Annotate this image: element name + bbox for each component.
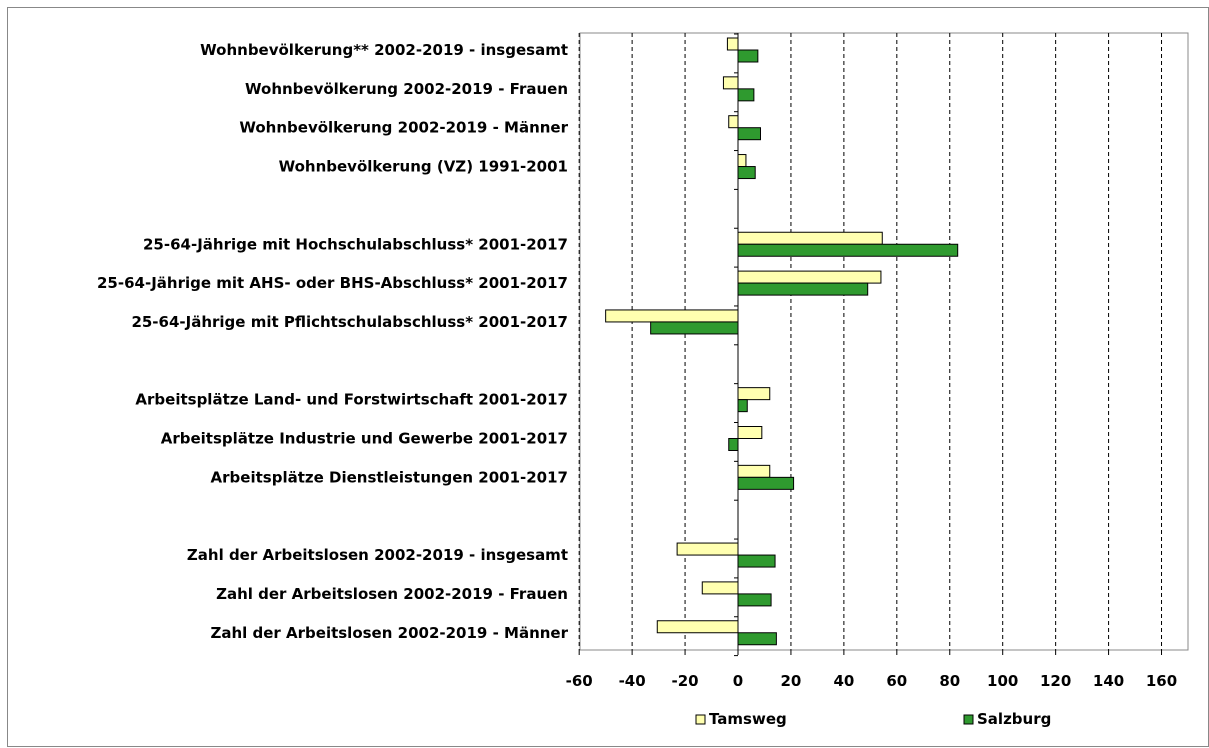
bar-tamsweg [737,231,883,245]
category-label: 25-64-Jährige mit AHS- oder BHS-Abschlus… [97,274,568,292]
category-label: 25-64-Jährige mit Hochschulabschluss* 20… [143,235,568,253]
category-label: Arbeitsplätze Dienstleistungen 2001-2017 [211,468,568,486]
bar-tamsweg [701,581,739,595]
x-tick-label: -60 [566,672,593,690]
legend-swatch-tamsweg [695,714,706,725]
axes [578,33,1163,657]
bar-salzburg [737,632,777,646]
bar-salzburg [737,593,772,607]
x-tick-label: 40 [833,672,854,690]
x-tick-label: 20 [781,672,802,690]
legend: Tamsweg Salzburg [695,710,1051,728]
bar-salzburg [737,243,959,257]
bar-tamsweg [737,270,882,284]
bar-tamsweg [726,37,739,51]
bar-tamsweg [656,620,739,634]
category-label: Zahl der Arbeitslosen 2002-2019 - Männer [210,624,568,642]
x-tick-label: 160 [1146,672,1177,690]
category-label: Zahl der Arbeitslosen 2002-2019 - insges… [187,546,568,564]
bar-tamsweg [737,154,747,168]
category-label: Wohnbevölkerung 2002-2019 - Männer [239,119,568,137]
category-label: Zahl der Arbeitslosen 2002-2019 - Frauen [216,585,568,603]
category-label: Wohnbevölkerung (VZ) 1991-2001 [279,158,568,176]
x-tick-label: 80 [939,672,960,690]
legend-label-tamsweg: Tamsweg [709,710,787,728]
bar-salzburg [737,554,776,568]
bar-salzburg [737,49,759,63]
bar-salzburg [650,321,739,335]
category-label: Arbeitsplätze Industrie und Gewerbe 2001… [161,430,568,448]
category-label: Wohnbevölkerung 2002-2019 - Frauen [245,80,568,98]
bar-salzburg [737,127,761,141]
x-tick-label: -20 [672,672,699,690]
category-label: Arbeitsplätze Land- und Forstwirtschaft … [135,391,568,409]
bar-tamsweg [728,115,739,129]
chart-frame: Wohnbevölkerung** 2002-2019 - insgesamt W… [7,7,1209,747]
bar-tamsweg [737,387,771,401]
bar-chart: Wohnbevölkerung** 2002-2019 - insgesamt W… [97,32,1189,728]
x-tick-label: 60 [886,672,907,690]
tick-labels: -60 -40 -20 0 20 40 60 80 100 120 140 160 [566,672,1178,690]
bar-salzburg [737,399,748,413]
bar-salzburg [728,438,739,451]
bar-tamsweg [737,426,763,439]
bar-tamsweg [737,464,771,478]
x-tick-label: 140 [1093,672,1124,690]
bar-salzburg [737,166,756,180]
x-tick-label: 100 [987,672,1018,690]
bar-tamsweg [605,309,739,323]
bar-salzburg [737,282,869,296]
grid-lines [578,33,1163,650]
bar-tamsweg [722,76,739,90]
bars [605,37,959,646]
legend-label-salzburg: Salzburg [977,710,1051,728]
legend-swatch-salzburg [963,714,974,725]
plot-area [579,32,1189,651]
bar-salzburg [737,88,755,102]
x-tick-label: -40 [619,672,646,690]
category-label: Wohnbevölkerung** 2002-2019 - insgesamt [200,41,568,59]
category-labels: Wohnbevölkerung** 2002-2019 - insgesamt W… [97,41,569,642]
bar-tamsweg [676,542,739,556]
x-tick-label: 120 [1040,672,1071,690]
category-label: 25-64-Jährige mit Pflichtschulabschluss*… [131,313,568,331]
bar-salzburg [737,476,795,490]
x-tick-label: 0 [733,672,743,690]
